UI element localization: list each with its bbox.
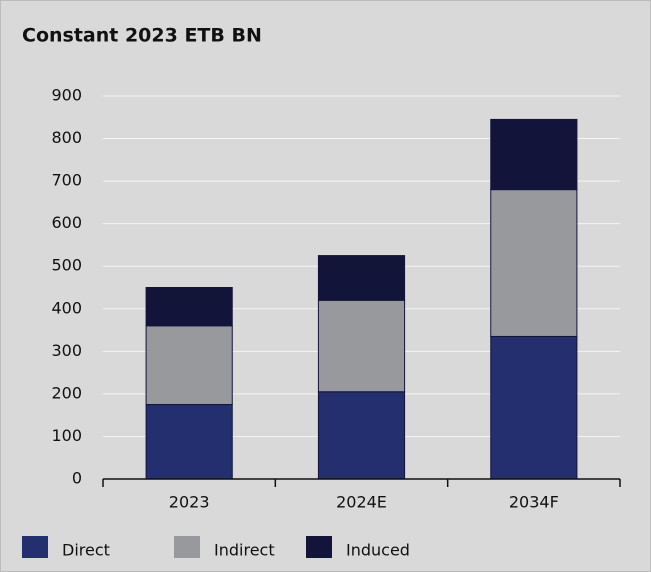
bar-segment [490, 189, 578, 337]
y-tick-label: 600 [51, 213, 82, 232]
chart-title: Constant 2023 ETB BN [22, 25, 262, 47]
y-tick-label: 0 [72, 469, 82, 488]
y-tick-label: 700 [51, 171, 82, 190]
y-tick-label: 100 [51, 426, 82, 445]
x-tick-label: 2034F [509, 493, 559, 512]
y-tick-label: 500 [51, 256, 82, 275]
bar-segment [317, 391, 406, 480]
bar-segment [317, 299, 406, 393]
y-tick-label: 300 [51, 341, 82, 360]
bar-segment [145, 404, 233, 480]
legend-label: Induced [346, 541, 410, 560]
x-tick-label: 2023 [169, 493, 210, 512]
y-tick-label: 200 [51, 383, 82, 402]
legend-swatch [22, 536, 48, 558]
y-tick-label: 400 [51, 298, 82, 317]
legend-swatch [174, 536, 200, 558]
y-tick-label: 800 [51, 128, 82, 147]
bar-segment [317, 255, 406, 301]
legend-label: Indirect [214, 541, 275, 560]
bar-segment [145, 287, 233, 327]
bar-segment [490, 118, 578, 191]
legend-swatch [306, 536, 332, 558]
bar-segment [490, 335, 578, 480]
y-tick-label: 900 [51, 86, 82, 105]
x-tick-label: 2024E [336, 493, 387, 512]
legend-label: Direct [62, 541, 110, 560]
bar-segment [145, 325, 233, 406]
